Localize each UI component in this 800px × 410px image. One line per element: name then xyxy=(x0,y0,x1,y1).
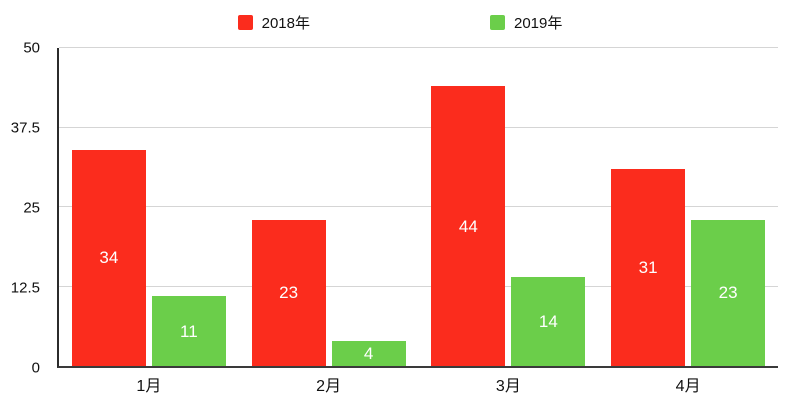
bar-group-1月: 34 11 1月 xyxy=(59,48,239,395)
bar-groups: 34 11 1月 23 4 2月 44 14 3月 31 23 4月 xyxy=(59,48,778,395)
bar-2019年-1月: 11 xyxy=(151,296,226,366)
bar-value-label: 14 xyxy=(538,311,558,331)
bar-2019年-3月: 14 xyxy=(511,276,586,366)
bar-group-3月: 44 14 3月 xyxy=(419,48,599,395)
bar-value-label: 44 xyxy=(458,216,478,236)
y-tick-label-25: 25 xyxy=(23,199,40,217)
legend-item-2019: 2019年 xyxy=(490,12,562,33)
bar-2018年-1月: 34 xyxy=(71,149,146,366)
x-axis-label-2月: 2月 xyxy=(316,378,342,395)
gridline-12.5 xyxy=(59,285,778,287)
bar-group-4月: 31 23 4月 xyxy=(598,48,778,395)
x-axis-label-4月: 4月 xyxy=(675,378,701,395)
bar-group-2月: 23 4 2月 xyxy=(239,48,419,395)
y-tick-label-37.5: 37.5 xyxy=(10,119,40,137)
plot-area: 34 11 1月 23 4 2月 44 14 3月 31 23 4月 xyxy=(57,47,778,395)
legend-label-2019: 2019年 xyxy=(514,15,563,32)
bar-value-label: 4 xyxy=(363,343,374,363)
y-tick-label-12.5: 12.5 xyxy=(10,279,40,297)
x-axis-label-1月: 1月 xyxy=(136,378,162,395)
y-tick-label-50: 50 xyxy=(23,39,40,57)
bar-2018年-4月: 31 xyxy=(611,168,686,366)
legend: 2018年 2019年 xyxy=(0,12,800,33)
bar-2018年-3月: 44 xyxy=(431,86,506,366)
bar-2019年-2月: 4 xyxy=(331,340,406,366)
bar-value-label: 23 xyxy=(718,283,738,303)
bar-2019年-4月: 23 xyxy=(691,219,766,366)
bar-value-label: 11 xyxy=(180,321,198,341)
legend-swatch-2019 xyxy=(490,15,505,30)
gridline-25 xyxy=(59,206,778,207)
y-tick-label-0: 0 xyxy=(31,359,40,377)
legend-label-2018: 2018年 xyxy=(261,15,310,32)
x-axis-label-3月: 3月 xyxy=(495,378,521,395)
bar-value-label: 31 xyxy=(638,257,658,277)
bar-value-label: 23 xyxy=(279,283,299,303)
bar-2018年-2月: 23 xyxy=(251,219,326,366)
gridline-50 xyxy=(59,47,778,48)
legend-item-2018: 2018年 xyxy=(237,12,310,33)
bar-value-label: 34 xyxy=(99,248,119,268)
legend-swatch-2018 xyxy=(237,15,253,30)
y-axis-labels: 0 12.5 25 37.5 50 xyxy=(0,41,48,376)
gridline-37.5 xyxy=(59,126,778,128)
